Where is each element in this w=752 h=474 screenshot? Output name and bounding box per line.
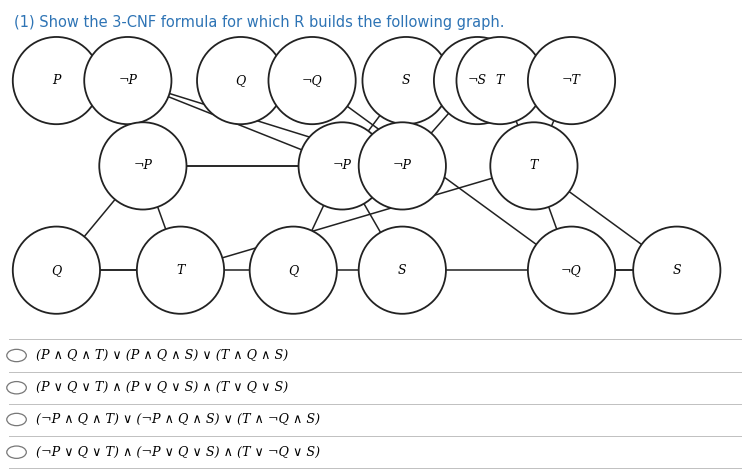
Ellipse shape <box>197 37 284 124</box>
Text: P: P <box>52 74 61 87</box>
Ellipse shape <box>99 122 186 210</box>
Text: S: S <box>402 74 411 87</box>
Text: (P ∨ Q ∨ T) ∧ (P ∨ Q ∨ S) ∧ (T ∨ Q ∨ S): (P ∨ Q ∨ T) ∧ (P ∨ Q ∨ S) ∧ (T ∨ Q ∨ S) <box>36 381 288 394</box>
Text: T: T <box>176 264 185 277</box>
Text: (¬P ∨ Q ∨ T) ∧ (¬P ∨ Q ∨ S) ∧ (T ∨ ¬Q ∨ S): (¬P ∨ Q ∨ T) ∧ (¬P ∨ Q ∨ S) ∧ (T ∨ ¬Q ∨ … <box>36 446 320 459</box>
Circle shape <box>7 446 26 458</box>
Text: ¬P: ¬P <box>332 159 352 173</box>
Ellipse shape <box>490 122 578 210</box>
Ellipse shape <box>250 227 337 314</box>
Ellipse shape <box>456 37 544 124</box>
Text: Q: Q <box>51 264 62 277</box>
Ellipse shape <box>137 227 224 314</box>
Text: (1) Show the 3-CNF formula for which R builds the following graph.: (1) Show the 3-CNF formula for which R b… <box>14 15 504 30</box>
Text: ¬Q: ¬Q <box>561 264 582 277</box>
Circle shape <box>7 349 26 362</box>
Ellipse shape <box>362 37 450 124</box>
Text: T: T <box>496 74 505 87</box>
Text: S: S <box>672 264 681 277</box>
Text: ¬P: ¬P <box>393 159 412 173</box>
Text: (¬P ∧ Q ∧ T) ∨ (¬P ∧ Q ∧ S) ∨ (T ∧ ¬Q ∧ S): (¬P ∧ Q ∧ T) ∨ (¬P ∧ Q ∧ S) ∨ (T ∧ ¬Q ∧ … <box>36 413 320 426</box>
Ellipse shape <box>84 37 171 124</box>
Ellipse shape <box>359 122 446 210</box>
Ellipse shape <box>528 37 615 124</box>
Text: Q: Q <box>235 74 246 87</box>
Text: ¬P: ¬P <box>118 74 138 87</box>
Ellipse shape <box>268 37 356 124</box>
Circle shape <box>7 382 26 394</box>
Text: T: T <box>529 159 538 173</box>
Text: Q: Q <box>288 264 299 277</box>
Text: S: S <box>398 264 407 277</box>
Text: ¬P: ¬P <box>133 159 153 173</box>
Text: (P ∧ Q ∧ T) ∨ (P ∧ Q ∧ S) ∨ (T ∧ Q ∧ S): (P ∧ Q ∧ T) ∨ (P ∧ Q ∧ S) ∨ (T ∧ Q ∧ S) <box>36 349 288 362</box>
Ellipse shape <box>434 37 521 124</box>
Text: ¬T: ¬T <box>562 74 581 87</box>
Ellipse shape <box>299 122 386 210</box>
Text: ¬Q: ¬Q <box>302 74 323 87</box>
Ellipse shape <box>13 227 100 314</box>
Ellipse shape <box>13 37 100 124</box>
Ellipse shape <box>528 227 615 314</box>
Text: ¬S: ¬S <box>468 74 487 87</box>
Circle shape <box>7 413 26 426</box>
Ellipse shape <box>633 227 720 314</box>
Ellipse shape <box>359 227 446 314</box>
